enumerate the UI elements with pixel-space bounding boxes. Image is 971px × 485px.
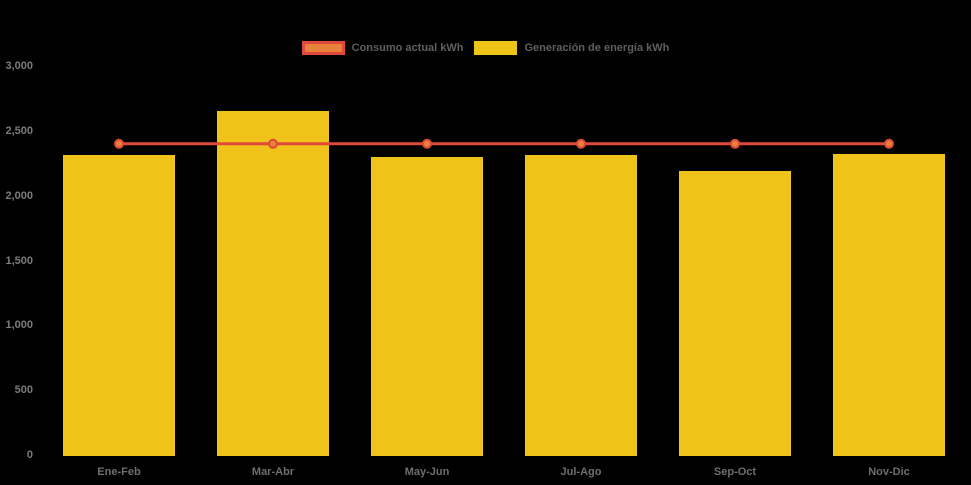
line-point-jul-ago[interactable] bbox=[576, 138, 586, 149]
line-point-nov-dic[interactable] bbox=[884, 138, 894, 149]
legend-item-consumo-actual[interactable]: Consumo actual kWh bbox=[301, 41, 464, 55]
bar-mar-abr[interactable] bbox=[217, 110, 329, 456]
legend-swatch-line bbox=[301, 41, 345, 55]
bar-ene-feb[interactable] bbox=[63, 155, 175, 456]
y-axis-tick-label: 2,500 bbox=[5, 124, 33, 137]
line-point-ene-feb[interactable] bbox=[114, 138, 124, 149]
y-axis-tick-label: 1,000 bbox=[5, 319, 33, 332]
y-axis-tick-label: 2,000 bbox=[5, 189, 33, 202]
x-axis-label-sep-oct: Sep-Oct bbox=[713, 466, 757, 478]
legend-label-consumo-actual: Consumo actual kWh bbox=[351, 42, 464, 54]
x-axis-label-mar-abr: Mar-Abr bbox=[251, 466, 295, 478]
line-point-sep-oct[interactable] bbox=[730, 138, 740, 149]
x-axis-label-may-jun: May-Jun bbox=[404, 466, 450, 478]
y-axis-tick-label: 3,000 bbox=[5, 60, 33, 72]
legend: Consumo actual kWh Generación de energía… bbox=[0, 41, 971, 55]
legend-label-generacion-energia: Generación de energía kWh bbox=[524, 42, 670, 54]
x-axis-label-jul-ago: Jul-Ago bbox=[560, 466, 602, 478]
y-axis-tick-label: 500 bbox=[14, 384, 33, 397]
bar-sep-oct[interactable] bbox=[679, 171, 791, 456]
x-axis-label-ene-feb: Ene-Feb bbox=[97, 466, 141, 478]
legend-item-generacion-energia[interactable]: Generación de energía kWh bbox=[474, 41, 669, 55]
y-axis-tick-label: 1,500 bbox=[5, 254, 33, 267]
legend-swatch-bar bbox=[474, 41, 518, 55]
line-point-mar-abr[interactable] bbox=[268, 138, 278, 149]
bar-may-jun[interactable] bbox=[371, 156, 483, 456]
bar-nov-dic[interactable] bbox=[833, 153, 945, 456]
bar-jul-ago[interactable] bbox=[525, 155, 637, 456]
x-axis-label-nov-dic: Nov-Dic bbox=[868, 466, 910, 478]
y-axis-tick-label: 0 bbox=[26, 449, 33, 461]
line-point-may-jun[interactable] bbox=[422, 138, 432, 149]
